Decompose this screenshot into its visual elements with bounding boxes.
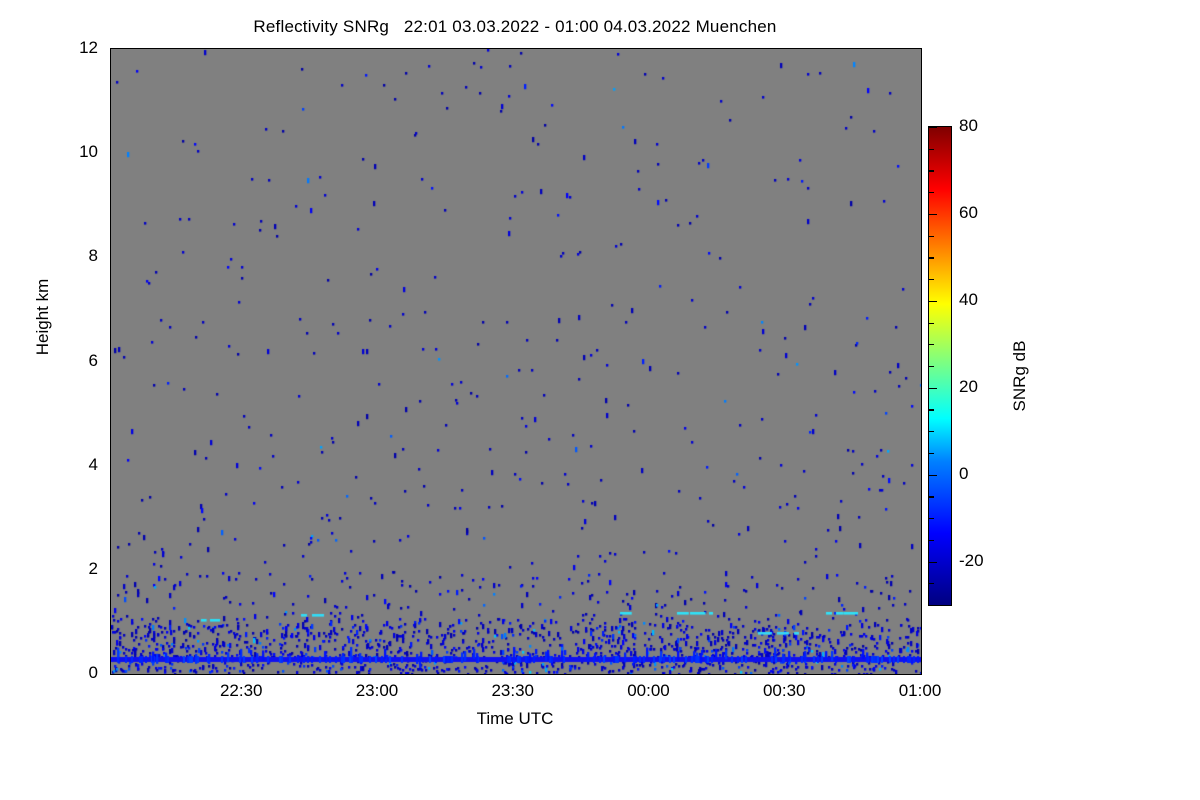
colorbar-minor-tick [929, 452, 934, 455]
colorbar-minor-tick [929, 496, 934, 498]
y-tick-label: 12 [79, 38, 98, 57]
x-tick-label: 00:30 [762, 681, 806, 700]
colorbar-minor-tick [929, 235, 934, 237]
colorbar-minor-tick [929, 605, 934, 607]
colorbar-major-tick [929, 561, 937, 563]
colorbar-minor-tick [929, 583, 934, 585]
colorbar-minor-tick [929, 170, 934, 172]
colorbar-minor-tick [929, 539, 934, 541]
colorbar-minor-tick [929, 148, 934, 150]
x-tick-label: 22:30 [219, 681, 263, 700]
x-axis-label: Time UTC [476, 709, 554, 728]
colorbar-minor-tick [929, 431, 934, 433]
colorbar-minor-tick [929, 192, 934, 194]
x-tick-label: 23:30 [491, 681, 535, 700]
y-tick-label: 10 [79, 142, 98, 162]
colorbar-tick-label: 20 [959, 376, 978, 396]
colorbar-major-tick [929, 127, 937, 129]
y-tick-label: 4 [88, 454, 98, 474]
heatmap-data-canvas [111, 49, 921, 674]
colorbar-tick-label: -20 [959, 550, 984, 570]
colorbar-minor-tick [929, 344, 934, 346]
colorbar-minor-tick [929, 322, 934, 324]
colorbar-minor-tick [929, 279, 934, 281]
colorbar-minor-tick [929, 366, 934, 368]
colorbar-major-tick [929, 300, 937, 302]
colorbar-major-tick [929, 213, 937, 216]
y-axis-label: Height km [33, 278, 52, 356]
x-tick-label: 23:00 [355, 681, 399, 700]
colorbar-major-tick [929, 387, 937, 389]
x-tick-label: 00:00 [627, 681, 670, 700]
colorbar-tick-label: 60 [959, 202, 978, 222]
colorbar-minor-tick [929, 257, 934, 259]
y-tick-label: 6 [88, 350, 98, 370]
page-title: Reflectivity SNRg 22:01 03.03.2022 - 01:… [253, 17, 777, 36]
y-tick-label: 2 [88, 558, 98, 578]
colorbar[interactable] [928, 126, 952, 607]
y-tick-label: 8 [88, 246, 98, 266]
x-tick-label: 01:00 [898, 681, 942, 700]
colorbar-tick-label: 0 [959, 463, 969, 483]
colorbar-minor-tick [929, 518, 934, 520]
heatmap-plot-area[interactable] [110, 48, 922, 675]
colorbar-label: SNRg dB [1010, 340, 1029, 412]
colorbar-tick-label: 80 [959, 116, 978, 135]
y-tick-label: 0 [88, 663, 98, 682]
colorbar-minor-tick [929, 409, 934, 411]
colorbar-tick-label: 40 [959, 289, 978, 309]
colorbar-major-tick [929, 474, 937, 476]
